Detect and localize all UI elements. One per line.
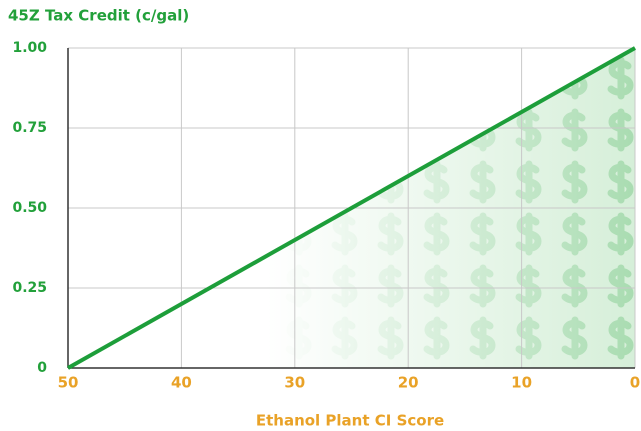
x-tick-label: 10	[511, 374, 532, 392]
y-tick-label: 0.75	[12, 120, 47, 136]
x-tick-label: 0	[630, 374, 640, 392]
y-tick-label: 0.25	[12, 280, 47, 296]
x-axis-label: Ethanol Plant CI Score	[256, 412, 444, 430]
x-tick-label: 30	[284, 374, 305, 392]
y-tick-label: 1.00	[12, 40, 47, 56]
x-tick-label: 20	[398, 374, 419, 392]
y-tick-label: 0	[37, 360, 47, 376]
data-line	[67, 46, 636, 370]
x-tick-label: 40	[171, 374, 192, 392]
y-tick-label: 0.50	[12, 200, 47, 216]
chart-title: 45Z Tax Credit (c/gal)	[8, 7, 189, 25]
x-tick-label: 50	[58, 374, 79, 392]
